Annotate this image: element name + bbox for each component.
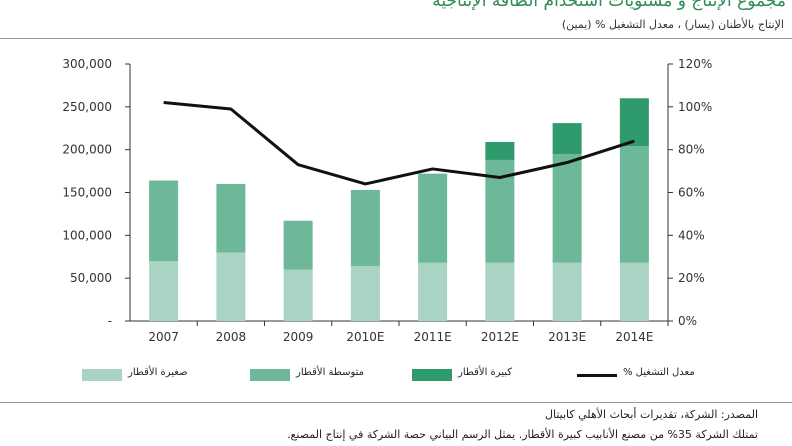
y-right-tick-label: 100% <box>678 100 712 114</box>
chart-title: مجموع الإنتاج و مستويات استخدام الطاقة ا… <box>432 0 786 11</box>
bar-small <box>619 262 649 321</box>
x-tick-label: 2012E <box>481 330 519 344</box>
y-right-tick-label: 40% <box>678 228 705 242</box>
x-tick-label: 2011E <box>414 330 452 344</box>
y-right-tick-label: 0% <box>678 314 697 328</box>
x-tick-label: 2010E <box>346 330 384 344</box>
x-tick-label: 2009 <box>283 330 314 344</box>
y-left-tick-label: 300,000 <box>62 57 112 71</box>
chart-plot: - 50,000 100,000 150,000 200,000 250,000 300,0… <box>62 57 712 344</box>
y-left-tick-label: 50,000 <box>70 271 112 285</box>
legend-label-small: صغيرة الأقطار <box>128 367 188 378</box>
bar-large <box>552 123 582 154</box>
bar-small <box>149 261 179 321</box>
chart-legend: صغيرة الأقطار متوسطة الأقطار كبيرة الأقط… <box>0 364 792 386</box>
y-right-tick-label: 60% <box>678 186 705 200</box>
legend-label-large: كبيرة الأقطار <box>458 367 513 378</box>
y-right-tick-label: 20% <box>678 271 705 285</box>
y-left-tick-label: 200,000 <box>62 143 112 157</box>
bar-small <box>350 266 380 321</box>
bar-small <box>216 252 246 321</box>
legend-line-utilization <box>577 374 617 377</box>
bar-small <box>418 262 448 321</box>
utilization-line <box>163 101 635 186</box>
bar-medium <box>216 183 246 253</box>
bar-medium <box>619 146 649 263</box>
bar-small <box>485 262 515 321</box>
x-tick-label: 2007 <box>148 330 179 344</box>
legend-label-medium: متوسطة الأقطار <box>296 367 365 378</box>
bar-small <box>283 269 313 321</box>
ownership-note: تمتلك الشركة 35% من مصنع الأنابيب كبيرة … <box>287 428 758 441</box>
bar-medium <box>418 173 448 263</box>
legend-label-utilization: معدل التشغيل % <box>623 367 695 378</box>
bar-medium <box>149 180 179 262</box>
legend-swatch-medium <box>250 369 290 381</box>
source-note: المصدر: الشركة، تقديرات أبحاث الأهلي كاب… <box>545 408 758 421</box>
y-right-tick-label: 120% <box>678 57 712 71</box>
bar-medium <box>552 153 582 263</box>
bar-medium <box>283 220 313 270</box>
y-left-tick-label: 250,000 <box>62 100 112 114</box>
header-divider <box>0 38 792 39</box>
y-left-tick-label: - <box>108 314 112 328</box>
bar-small <box>552 262 582 321</box>
bar-large <box>485 141 515 160</box>
x-tick-label: 2014E <box>615 330 653 344</box>
x-tick-label: 2013E <box>548 330 586 344</box>
x-tick-label: 2008 <box>216 330 247 344</box>
footer-divider <box>0 402 792 403</box>
y-left-tick-label: 150,000 <box>62 186 112 200</box>
legend-swatch-large <box>412 369 452 381</box>
legend-swatch-small <box>82 369 122 381</box>
y-left-tick-label: 100,000 <box>62 228 112 242</box>
bar-large <box>619 98 649 147</box>
bar-medium <box>350 189 380 267</box>
y-right-tick-label: 80% <box>678 143 705 157</box>
chart-subtitle: الإنتاج بالأطنان (يسار) ، معدل التشغيل %… <box>561 18 784 31</box>
